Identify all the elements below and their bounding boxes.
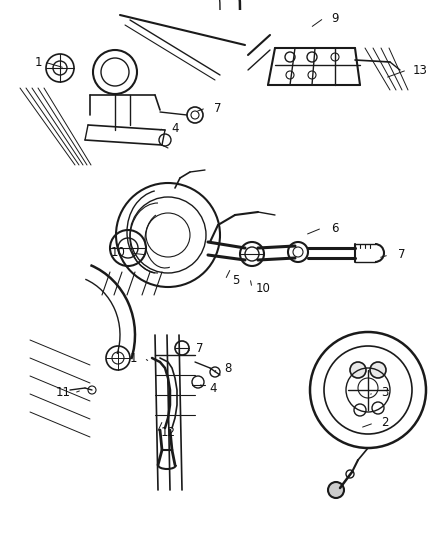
Text: 8: 8 (224, 361, 232, 375)
Text: 9: 9 (331, 12, 339, 25)
Text: 11: 11 (56, 386, 71, 400)
Text: 7: 7 (398, 248, 406, 262)
Text: 13: 13 (413, 63, 427, 77)
Text: 12: 12 (160, 426, 176, 440)
Text: 4: 4 (171, 122, 179, 134)
Text: 3: 3 (381, 386, 389, 400)
Text: 1: 1 (34, 55, 42, 69)
Circle shape (350, 362, 366, 378)
Text: 6: 6 (331, 222, 339, 235)
Text: 2: 2 (381, 416, 389, 430)
Text: 4: 4 (209, 382, 217, 394)
Text: 7: 7 (196, 342, 204, 354)
Text: 10: 10 (110, 246, 125, 260)
Text: 5: 5 (232, 273, 240, 287)
Text: 1: 1 (129, 351, 137, 365)
Text: 10: 10 (255, 281, 270, 295)
Text: 7: 7 (214, 101, 222, 115)
Circle shape (328, 482, 344, 498)
Circle shape (370, 362, 386, 378)
